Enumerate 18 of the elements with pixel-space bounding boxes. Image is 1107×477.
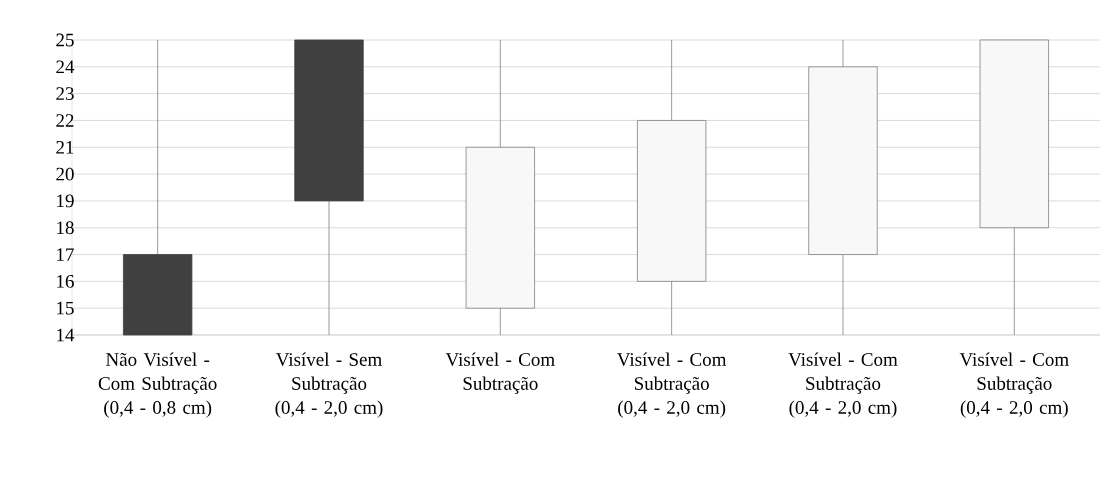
y-tick-label: 20 bbox=[56, 167, 74, 181]
y-tick-label: 17 bbox=[57, 248, 74, 261]
y-tick-label: 14 bbox=[57, 328, 75, 342]
y-tick-label: 15 bbox=[57, 301, 74, 315]
y-tick-label: 21 bbox=[56, 140, 74, 154]
y-tick-label: 22 bbox=[56, 114, 74, 127]
x-tick-label: Visível - Sem Subtração (0,4 - 2,0 cm) bbox=[275, 352, 383, 418]
x-tick-label: Não Visível - Com Subtração (0,4 - 0,8 cm) bbox=[98, 352, 217, 418]
y-tick-label: 18 bbox=[57, 221, 74, 235]
y-tick-label: 19 bbox=[57, 194, 74, 208]
x-tick-label: Visível - Com Subtração (0,4 - 2,0 cm) bbox=[959, 352, 1069, 418]
y-tick-label: 25 bbox=[56, 33, 74, 47]
x-tick-label: Visível - Com Subtração bbox=[445, 352, 555, 394]
y-tick-label: 16 bbox=[57, 274, 74, 288]
y-tick-label: 23 bbox=[56, 87, 74, 101]
y-tick-label: 24 bbox=[56, 60, 75, 74]
x-tick-label: Visível - Com Subtração (0,4 - 2,0 cm) bbox=[788, 352, 898, 418]
x-tick-label: Visível - Com Subtração (0,4 - 2,0 cm) bbox=[617, 352, 727, 418]
